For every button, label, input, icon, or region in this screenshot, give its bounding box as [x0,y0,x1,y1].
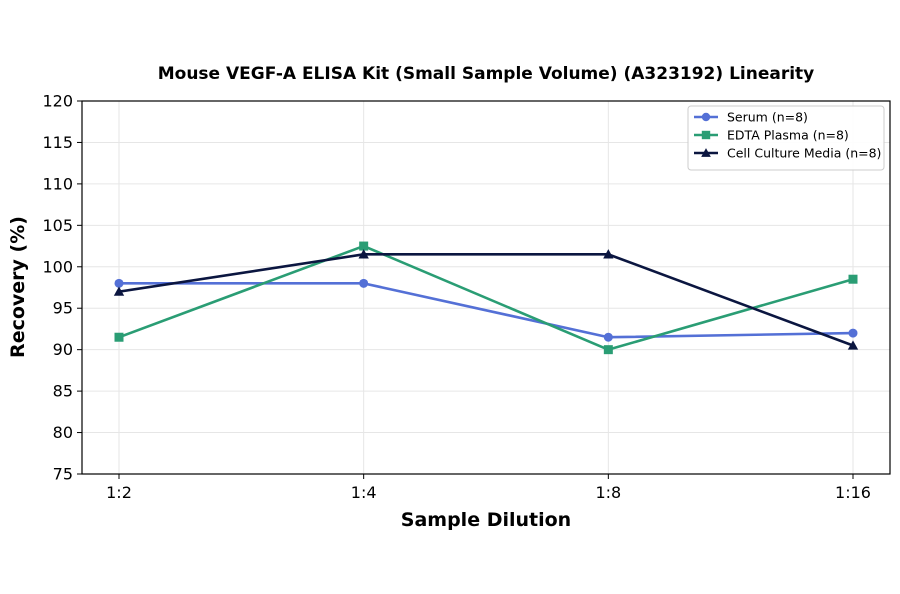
data-point [603,345,613,355]
plot-frame [81,100,891,475]
series-3 [113,249,859,350]
legend-label: EDTA Plasma (n=8) [727,128,849,143]
data-point [114,278,124,288]
legend-label: Cell Culture Media (n=8) [727,146,881,161]
y-tick-label: 75 [53,465,73,484]
chart-title: Mouse VEGF-A ELISA Kit (Small Sample Vol… [158,64,815,84]
data-point [113,286,125,296]
y-tick-label: 100 [42,257,73,276]
x-tick-label: 1:4 [351,483,377,502]
series-line [119,282,854,339]
y-tick-label: 105 [42,216,73,235]
legend-box [687,105,885,171]
legend-marker [701,112,711,122]
x-tick-label: 1:8 [595,483,621,502]
series-layer [113,241,859,355]
y-axis-ticks: 75 80 85 90 95 100 105 110 115 120 [42,92,82,484]
data-point [848,274,858,284]
data-point [359,278,369,288]
x-tick-label: 1:16 [835,483,871,502]
x-axis-ticks: 1:2 1:4 1:8 1:16 [106,474,871,502]
y-tick-label: 120 [42,92,73,111]
data-point [603,332,613,342]
legend-marker [701,148,711,157]
y-tick-label: 80 [53,423,73,442]
x-axis-label: Sample Dilution [401,509,571,531]
legend-label: Serum (n=8) [727,110,808,125]
x-tick-label: 1:2 [106,483,132,502]
y-tick-label: 90 [53,340,73,359]
series-line [118,244,854,351]
legend-entry: Serum (n=8) [694,110,808,125]
legend-entry: Cell Culture Media (n=8) [694,146,881,161]
data-point [359,241,369,251]
data-point [114,332,124,342]
data-point [603,249,614,259]
legend-entry: EDTA Plasma (n=8) [694,128,849,143]
y-tick-label: 95 [53,299,73,318]
series-1 [114,278,858,342]
y-tick-label: 115 [42,133,73,152]
y-axis-label: Recovery (%) [7,216,29,358]
series-2 [114,241,858,355]
legend-marker [701,130,711,140]
series-line [118,253,854,347]
legend: Serum (n=8) EDTA Plasma (n=8) Cell Culture… [687,105,885,171]
data-point [848,328,858,338]
y-tick-label: 110 [42,174,73,193]
grid-lines [82,100,890,475]
data-point [847,340,859,350]
data-point [358,249,369,259]
y-tick-label: 85 [53,382,73,401]
